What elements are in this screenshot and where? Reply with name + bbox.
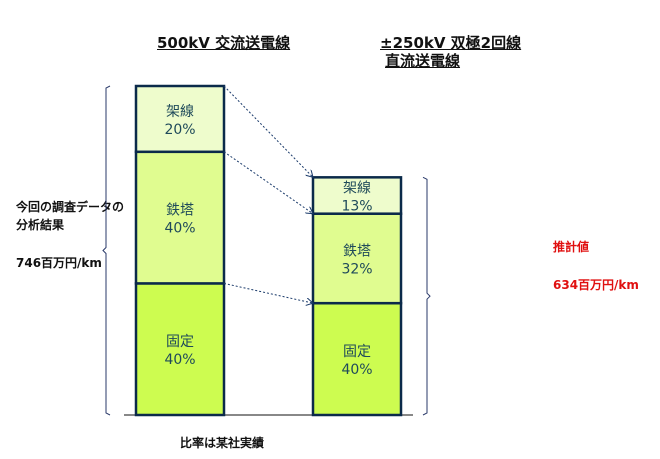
arrow — [223, 85, 313, 177]
right-bar-title-line2: 直流送電線 — [385, 52, 461, 70]
segment-label: 固定 — [166, 334, 194, 350]
segment-value: 32% — [341, 261, 372, 277]
right-brace — [422, 176, 431, 416]
bar-segment-固定 — [311, 301, 403, 417]
left-note-line1: 今回の調査データの — [16, 200, 125, 214]
segment-value: 13% — [341, 199, 372, 215]
bar-segment-架線 — [311, 176, 403, 215]
segment-label: 架線 — [343, 181, 371, 197]
right-bar-title-line1: ±250kV 双極2回線 — [380, 34, 522, 52]
bar-segment-架線 — [134, 84, 226, 154]
segment-value: 40% — [341, 362, 372, 378]
right-note: 推計値 — [553, 240, 590, 254]
bar-segment-鉄塔 — [134, 150, 226, 285]
arrow — [223, 151, 313, 214]
bar-segment-固定 — [134, 282, 226, 417]
left-bar-title: 500kV 交流送電線 — [157, 34, 291, 52]
segment-label: 架線 — [166, 104, 194, 120]
segment-label: 鉄塔 — [343, 243, 371, 259]
segment-value: 20% — [164, 122, 195, 138]
left-total: 746百万円/km — [16, 256, 102, 270]
segment-label: 固定 — [343, 344, 371, 360]
left-brace — [102, 85, 111, 416]
segment-label: 鉄塔 — [166, 203, 194, 219]
footnote: 比率は某社実績 — [180, 436, 265, 450]
segment-value: 40% — [164, 221, 195, 237]
left-note-line2: 分析結果 — [16, 218, 65, 232]
segment-value: 40% — [164, 352, 195, 368]
bar-segment-鉄塔 — [311, 212, 403, 305]
arrow — [223, 282, 313, 303]
right-total: 634百万円/km — [553, 278, 639, 292]
